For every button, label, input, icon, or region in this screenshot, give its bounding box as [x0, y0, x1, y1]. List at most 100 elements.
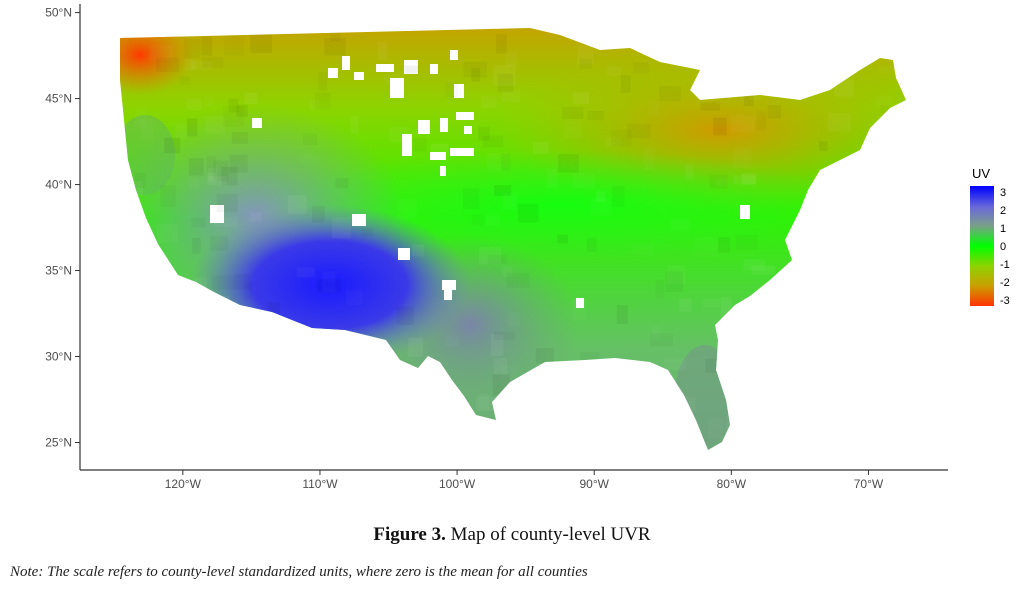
county-cell	[486, 215, 500, 225]
county-cell	[267, 302, 280, 312]
county-cell	[429, 397, 449, 415]
county-cell	[822, 74, 837, 85]
county-cell	[142, 286, 152, 298]
legend-labels: 3 2 1 0 -1 -2 -3	[994, 187, 1010, 307]
county-cell	[861, 30, 875, 44]
county-cell	[391, 441, 412, 458]
county-cell	[156, 57, 179, 72]
county-cell	[120, 235, 135, 243]
legend-label: 0	[1000, 241, 1006, 253]
county-cell	[214, 335, 237, 356]
county-cell	[494, 332, 515, 340]
county-cell	[216, 394, 239, 407]
county-cell	[888, 303, 906, 323]
county-cell	[221, 166, 238, 186]
county-cell	[157, 224, 178, 243]
county-cell	[679, 298, 692, 312]
county-cell	[826, 320, 849, 334]
county-cell	[497, 73, 514, 93]
county-cell	[632, 243, 654, 255]
y-tick-label: 50°N	[45, 6, 72, 20]
county-cell	[501, 90, 521, 103]
county-cell	[486, 426, 507, 447]
county-cell	[186, 98, 203, 110]
figure-title: Map of county-level UVR	[450, 524, 651, 545]
y-axis-ticks: 25°N 30°N 35°N 40°N 45°N 50°N	[45, 6, 80, 449]
county-cell	[561, 106, 584, 119]
county-cell	[228, 98, 239, 113]
county-cell	[229, 345, 243, 354]
county-cell	[195, 298, 219, 320]
county-cell	[671, 218, 691, 230]
county-cell	[419, 424, 429, 439]
county-cell	[503, 193, 517, 210]
county-cell	[713, 117, 727, 136]
county-cell	[201, 36, 213, 56]
county-cell	[849, 437, 863, 448]
county-cell	[899, 122, 914, 136]
county-cell	[797, 401, 818, 416]
county-cell	[837, 432, 847, 450]
county-cell	[393, 399, 413, 412]
county-cell	[224, 35, 244, 55]
county-cell	[406, 379, 422, 389]
county-cell	[621, 424, 632, 442]
county-cell	[749, 352, 761, 367]
x-tick-label: 120°W	[165, 477, 202, 491]
legend-label: -3	[1000, 295, 1010, 307]
county-cell	[708, 418, 723, 438]
county-cell	[663, 358, 685, 371]
county-cell	[736, 327, 749, 344]
county-cell	[188, 158, 204, 176]
county-cell	[620, 75, 631, 93]
county-cell	[126, 347, 142, 366]
county-cell	[196, 337, 209, 359]
county-cell	[812, 428, 826, 449]
x-tick-label: 80°W	[717, 477, 747, 491]
county-cell	[472, 215, 484, 226]
county-cell	[240, 394, 255, 407]
county-cell	[160, 185, 176, 207]
county-cell	[648, 420, 659, 439]
county-cell	[743, 259, 766, 271]
county-cell	[191, 218, 205, 227]
county-cell	[207, 167, 218, 182]
county-cell	[477, 436, 500, 450]
county-cell	[176, 123, 186, 138]
county-cell	[204, 116, 226, 134]
county-cell	[239, 311, 254, 327]
x-tick-label: 70°W	[854, 477, 884, 491]
county-cell	[656, 280, 665, 299]
county-cell	[767, 104, 782, 119]
legend-label: -2	[1000, 277, 1010, 289]
county-cell	[650, 333, 673, 346]
county-cell	[207, 156, 216, 173]
county-cell	[711, 58, 725, 70]
county-cell	[508, 313, 520, 327]
county-cell	[564, 121, 581, 138]
county-cell	[133, 360, 148, 378]
county-cell	[572, 173, 594, 189]
county-cell	[494, 185, 512, 196]
county-cell	[400, 432, 414, 450]
county-cell	[209, 215, 218, 225]
county-cell	[819, 141, 828, 152]
county-cell	[894, 423, 910, 439]
county-cell	[505, 52, 518, 67]
county-cell	[725, 416, 735, 436]
county-cell	[895, 43, 916, 59]
county-cell	[216, 193, 238, 213]
county-cell	[312, 205, 325, 223]
x-tick-label: 110°W	[302, 477, 338, 491]
county-cell	[430, 143, 448, 152]
county-cell	[207, 176, 227, 186]
y-tick-label: 35°N	[45, 264, 72, 278]
county-cell	[471, 67, 481, 82]
county-cell	[720, 296, 732, 319]
county-cell	[184, 58, 196, 71]
county-cell	[204, 96, 214, 107]
county-cell	[616, 305, 628, 324]
county-cell	[122, 440, 141, 450]
y-tick-label: 25°N	[45, 435, 72, 449]
us-county-map	[120, 28, 916, 458]
